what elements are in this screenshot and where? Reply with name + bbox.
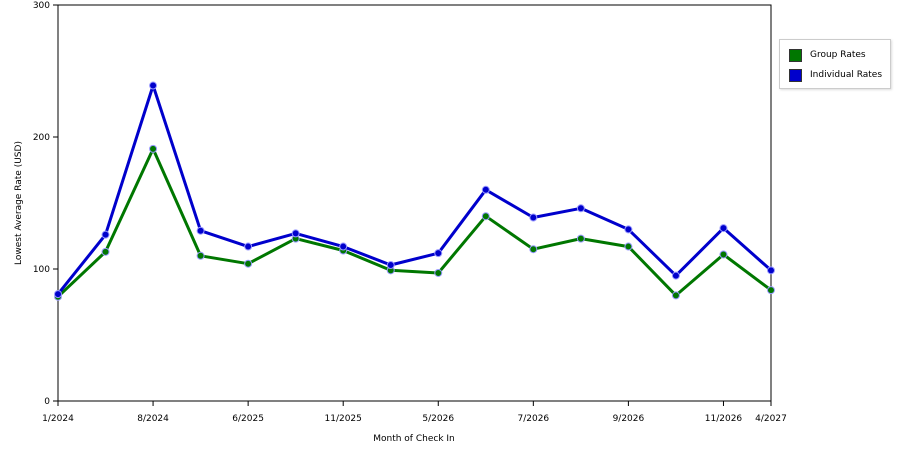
data-point-group-rates: [767, 286, 775, 295]
data-point-individual-rates: [481, 185, 490, 194]
data-point-group-rates: [529, 245, 538, 254]
data-point-individual-rates: [386, 261, 395, 270]
data-point-individual-rates: [291, 229, 300, 238]
data-point-individual-rates: [339, 242, 348, 251]
data-point-individual-rates: [101, 230, 110, 239]
legend-item-individual-rates: Individual Rates: [789, 68, 882, 82]
data-point-group-rates: [244, 259, 253, 268]
data-point-individual-rates: [767, 266, 775, 275]
data-point-group-rates: [671, 291, 680, 300]
tick-labels: 0 100 200 300 1/2024 8/2024 6/2025 11/2025 5/202…: [33, 1, 787, 424]
series-layer: [54, 81, 775, 301]
y-tick-label: 100: [33, 265, 50, 275]
data-point-group-rates: [624, 242, 633, 251]
data-point-group-rates: [196, 251, 205, 260]
y-axis-title: Lowest Average Rate (USD): [14, 141, 24, 265]
data-point-group-rates: [101, 247, 110, 256]
legend-label-group-rates: Group Rates: [810, 50, 866, 60]
plot-frame: [57, 4, 772, 402]
x-tick-label: 1/2024: [42, 414, 74, 424]
series-line-group-rates: [56, 147, 772, 298]
x-axis-title: Month of Check In: [373, 434, 455, 444]
x-tick-label: 5/2026: [422, 414, 454, 424]
data-point-individual-rates: [719, 224, 728, 233]
data-point-individual-rates: [576, 204, 585, 213]
legend-swatch-individual-rates: [789, 68, 802, 82]
x-tick-label: 9/2026: [613, 414, 645, 424]
legend-swatch-group-rates: [789, 48, 802, 62]
legend: Group Rates Individual Rates: [779, 39, 891, 89]
data-point-individual-rates: [529, 213, 538, 222]
data-point-individual-rates: [149, 81, 158, 90]
data-point-group-rates: [719, 250, 728, 259]
axes: [53, 4, 772, 406]
data-point-group-rates: [149, 144, 158, 153]
data-point-individual-rates: [671, 271, 680, 280]
x-tick-label: 11/2025: [325, 414, 362, 424]
series-line-individual-rates: [56, 84, 772, 296]
data-point-individual-rates: [624, 225, 633, 234]
data-point-individual-rates: [434, 249, 443, 258]
data-point-group-rates: [481, 212, 490, 221]
y-tick-label: 0: [44, 397, 50, 407]
data-point-individual-rates: [196, 226, 205, 235]
x-tick-label: 6/2025: [232, 414, 264, 424]
x-tick-label: 4/2027: [755, 414, 787, 424]
y-tick-label: 200: [33, 133, 50, 143]
x-tick-label: 11/2026: [705, 414, 743, 424]
legend-label-individual-rates: Individual Rates: [810, 70, 883, 80]
x-tick-label: 7/2026: [517, 414, 549, 424]
data-point-group-rates: [434, 268, 443, 277]
legend-item-group-rates: Group Rates: [789, 48, 866, 62]
y-tick-label: 300: [33, 1, 50, 11]
data-point-group-rates: [576, 234, 585, 243]
data-point-individual-rates: [54, 290, 62, 299]
data-point-individual-rates: [244, 242, 253, 251]
x-tick-label: 8/2024: [137, 414, 169, 424]
